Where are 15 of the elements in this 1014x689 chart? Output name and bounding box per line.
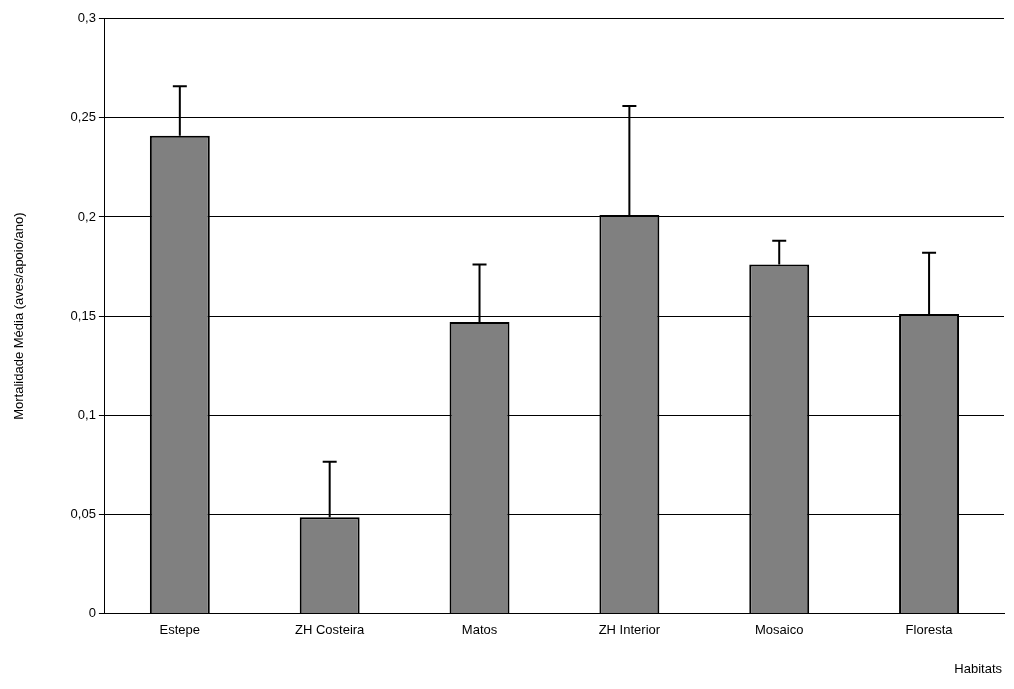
x-tick-label: Matos xyxy=(461,621,498,637)
x-tick-label: ZH Interior xyxy=(598,621,661,637)
x-tick-label: Estepe xyxy=(159,621,201,637)
y-tick-label: 0 xyxy=(88,604,96,620)
y-tick-label: 0,2 xyxy=(77,208,96,224)
y-tick-label: 0,1 xyxy=(77,406,96,422)
x-axis-title: Habitats xyxy=(954,660,1003,676)
y-tick-label: 0,25 xyxy=(70,109,96,125)
y-tick-label: 0,05 xyxy=(70,505,96,521)
x-tick-label: ZH Costeira xyxy=(295,621,366,637)
x-tick-label: Floresta xyxy=(905,621,954,637)
y-tick-label: 0,3 xyxy=(77,10,96,26)
y-axis-title: Mortalidade Média (aves/apoio/ano) xyxy=(11,212,27,420)
x-tick-label: Mosaico xyxy=(755,621,804,637)
y-tick-label: 0,15 xyxy=(70,307,96,323)
